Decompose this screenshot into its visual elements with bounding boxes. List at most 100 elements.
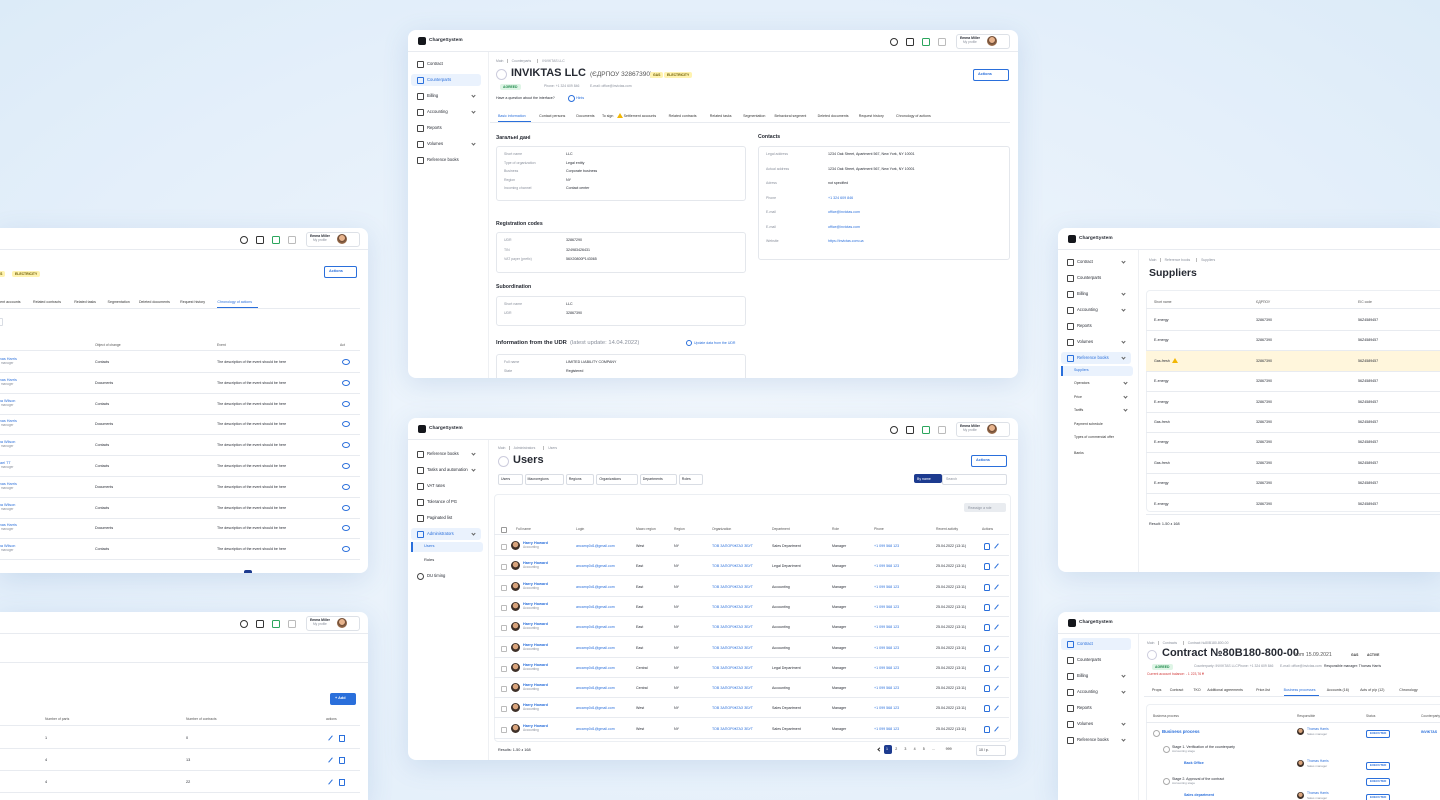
update-link[interactable]: Update data from the UDR (694, 341, 736, 345)
user-name[interactable]: Harry Howard (523, 561, 548, 566)
collapse-icon[interactable] (1163, 778, 1170, 785)
user-name[interactable]: Harry Howard (523, 541, 548, 545)
menu-item[interactable]: Tolerance of PG (427, 499, 458, 504)
user-name[interactable]: Harry Howard (523, 622, 548, 627)
user-role-icon[interactable] (984, 563, 990, 571)
user-name[interactable]: Harry Howard (523, 581, 548, 586)
user-name[interactable]: Harry Howard (523, 723, 548, 728)
menu-item[interactable]: Counterparts (1077, 275, 1102, 280)
breadcrumb[interactable]: Suppliers (1201, 258, 1216, 262)
tab[interactable]: Documents (576, 114, 595, 118)
tab[interactable]: To sign (601, 114, 614, 118)
view-icon[interactable] (342, 421, 350, 428)
header-icon[interactable] (256, 236, 264, 244)
submenu-item[interactable]: Operators (1074, 381, 1090, 386)
edit-icon[interactable] (328, 735, 333, 741)
user-menu[interactable] (306, 616, 360, 631)
view-icon[interactable] (342, 504, 350, 511)
page-prev[interactable] (877, 747, 882, 752)
checkbox[interactable] (501, 564, 507, 571)
tab[interactable]: Chronology (1399, 688, 1418, 692)
submenu-item[interactable]: Suppliers (1074, 368, 1089, 372)
edit-icon[interactable] (328, 757, 333, 763)
breadcrumb[interactable]: INVIKTAS LLC (542, 59, 565, 63)
view-icon[interactable] (342, 546, 350, 553)
user-role-icon[interactable] (984, 583, 990, 591)
breadcrumb[interactable]: Contracts (1162, 641, 1178, 645)
breadcrumb[interactable]: Main (498, 446, 506, 450)
menu-item[interactable]: Billing (1077, 673, 1089, 678)
page-number[interactable]: 5 (922, 747, 925, 751)
view-icon[interactable] (342, 400, 350, 407)
button[interactable] (324, 266, 357, 278)
checkbox[interactable] (501, 726, 507, 733)
menu-item[interactable]: Contract (427, 61, 443, 66)
delete-icon[interactable] (339, 735, 345, 742)
search-input[interactable] (942, 474, 1007, 485)
tab[interactable]: Price-list (1256, 688, 1270, 692)
menu-item[interactable]: Contract (1077, 641, 1093, 646)
tab[interactable]: Accounts (16) (1326, 688, 1349, 692)
tab[interactable]: Deleted documents (817, 114, 849, 118)
view-icon[interactable] (342, 483, 350, 490)
checkbox[interactable] (501, 706, 507, 713)
header-icon[interactable] (288, 620, 296, 628)
tab[interactable]: Settlement accounts (623, 114, 657, 118)
submenu-item[interactable]: Price (1074, 394, 1082, 399)
breadcrumb[interactable]: Main (1149, 258, 1157, 262)
user-role-icon[interactable] (984, 725, 990, 733)
menu-item[interactable]: Users (424, 543, 435, 548)
breadcrumb[interactable]: Counterparts (511, 59, 532, 63)
menu-item[interactable]: Volumes (1077, 339, 1094, 344)
tab[interactable]: TKO (1193, 688, 1201, 692)
tab[interactable]: Settlement accounts (0, 300, 21, 304)
user-name[interactable]: Harry Howard (523, 601, 548, 606)
filter[interactable] (565, 474, 595, 485)
menu-item[interactable]: Roles (424, 557, 435, 562)
menu-item[interactable]: Volumes (1077, 721, 1094, 726)
breadcrumb[interactable]: Contract №80B180-800-00 (1187, 641, 1229, 645)
tab[interactable]: Related tasks (709, 114, 732, 118)
button[interactable] (330, 693, 356, 705)
menu-item[interactable]: Reports (427, 125, 442, 130)
menu-item[interactable]: VAT rates (427, 483, 445, 488)
menu-item[interactable]: Contract (1077, 259, 1093, 264)
delete-icon[interactable] (339, 757, 345, 764)
checkbox[interactable] (501, 645, 507, 652)
header-icon[interactable] (938, 38, 946, 46)
checkbox[interactable] (501, 584, 507, 591)
back-button[interactable] (498, 456, 509, 467)
menu-item[interactable]: Counterparts (427, 77, 452, 82)
back-button[interactable] (496, 69, 507, 80)
menu-item[interactable]: Reference books (1077, 355, 1109, 360)
header-icon[interactable] (240, 620, 248, 628)
tab[interactable]: Deleted documents (138, 300, 170, 304)
header-icon[interactable] (256, 620, 264, 628)
tab[interactable]: Contact persons (539, 114, 566, 118)
tab[interactable]: Request history (180, 300, 206, 304)
help-link[interactable]: Hints (576, 96, 585, 100)
page-number[interactable]: ... (932, 747, 935, 751)
menu-item[interactable]: Volumes (427, 141, 444, 146)
filter[interactable] (639, 474, 677, 485)
menu-item[interactable]: Reports (1077, 323, 1092, 328)
page-number[interactable]: 3 (904, 747, 907, 751)
user-role-icon[interactable] (984, 644, 990, 652)
breadcrumb[interactable]: Main (496, 59, 504, 63)
user-menu[interactable] (956, 422, 1010, 437)
view-icon[interactable] (342, 442, 350, 449)
user-role-icon[interactable] (984, 603, 990, 611)
menu-item[interactable]: Billing (427, 93, 439, 98)
checkbox[interactable] (501, 527, 507, 533)
user-role-icon[interactable] (984, 624, 990, 632)
user-name[interactable]: Harry Howard (523, 703, 548, 708)
tab[interactable]: Related contracts (33, 300, 62, 304)
submenu-item[interactable]: Payment schedule (1074, 421, 1103, 426)
tab[interactable]: Additional agreements (1207, 688, 1243, 692)
tab[interactable]: Business processes (1283, 688, 1316, 692)
menu-item[interactable]: Reference books (427, 451, 459, 456)
tab[interactable]: Basic information (498, 114, 526, 118)
view-icon[interactable] (342, 463, 350, 469)
header-icon[interactable] (272, 620, 280, 628)
checkbox[interactable] (501, 686, 507, 693)
